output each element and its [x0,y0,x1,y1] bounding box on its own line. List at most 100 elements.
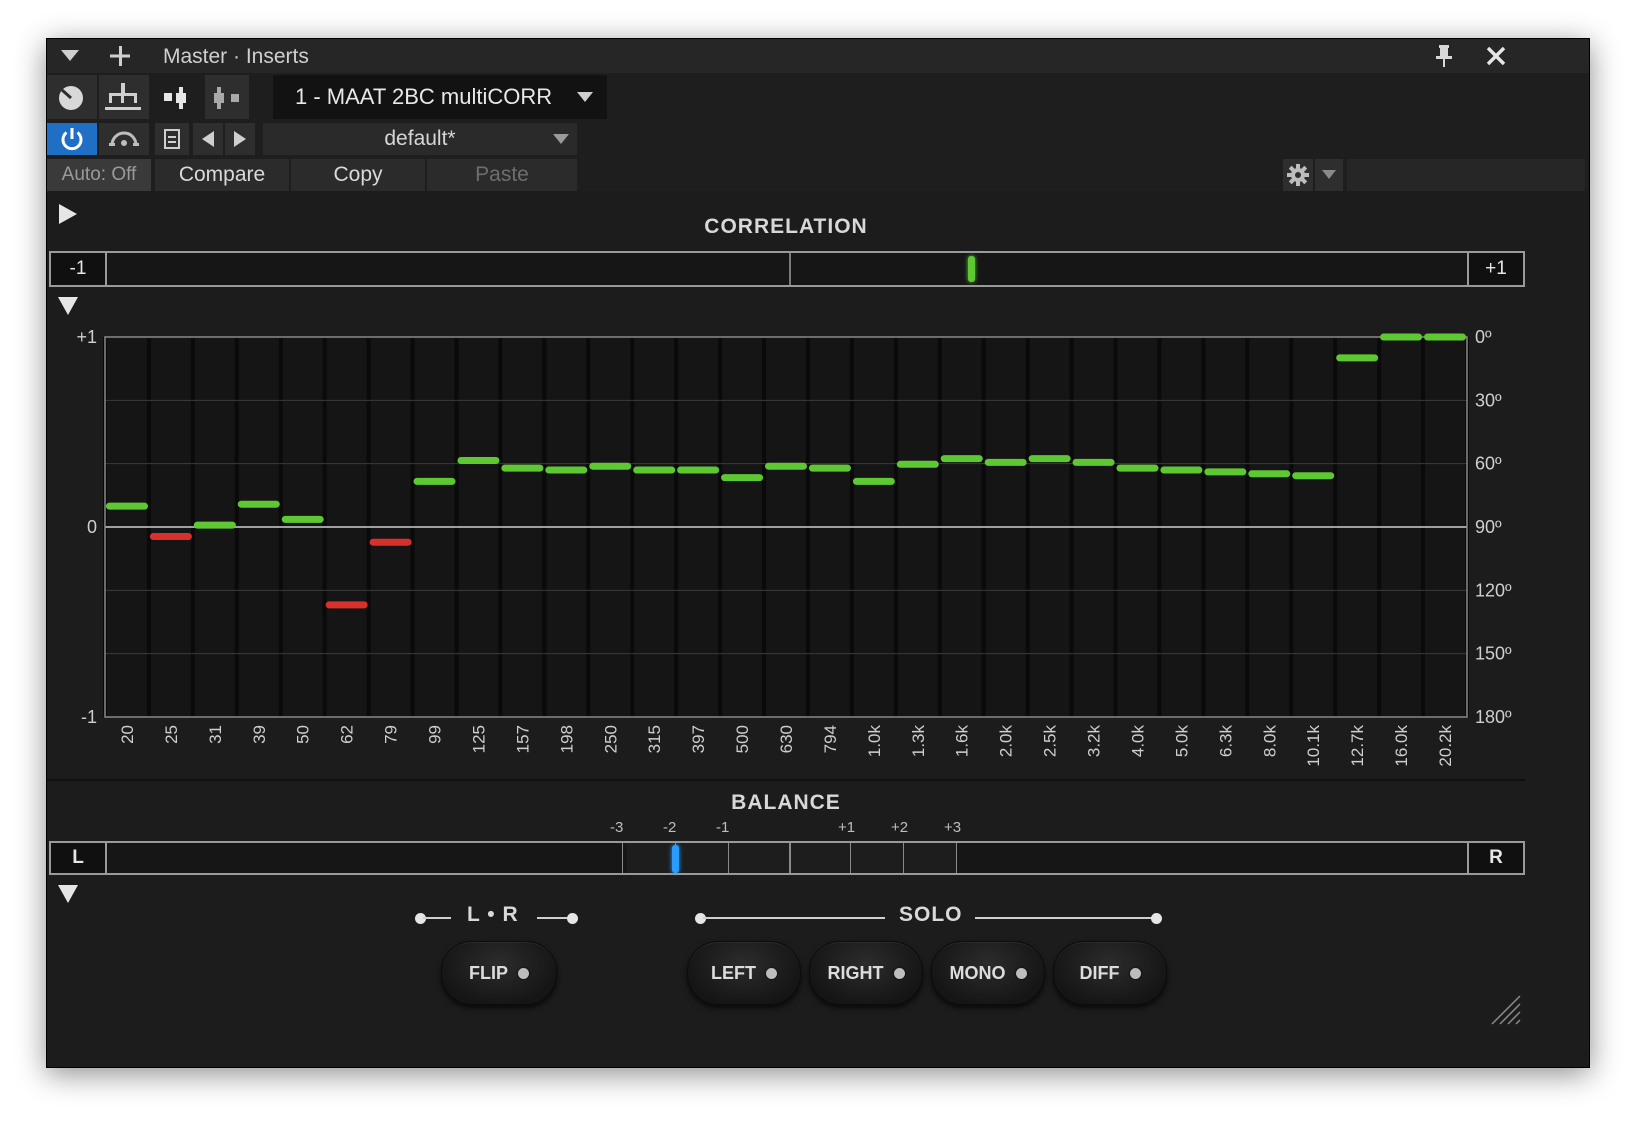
band-frequency-label: 8.0k [1260,725,1279,758]
preset-page-icon [164,129,180,149]
automation-curve-icon [109,131,139,146]
flip-button[interactable]: FLIP [441,941,557,1005]
solo-mono-button[interactable]: MONO [931,941,1045,1005]
balance-indicator [672,845,679,873]
solo-diff-led [1129,967,1141,979]
automation-off-button[interactable]: Auto: Off [47,159,151,191]
toolbar-spacer [1347,159,1585,191]
preset-next-button[interactable] [225,123,255,155]
lr-group-right-line [537,917,567,919]
window-title: Master · Inserts [163,45,309,68]
band-correlation-mark [369,538,412,546]
expand-play-icon[interactable] [57,203,79,225]
chart-frame [104,336,1468,718]
gear-icon [1287,164,1309,186]
balance-title: BALANCE [731,791,841,814]
solo-diff-button[interactable]: DIFF [1053,941,1167,1005]
solo-right-led [893,967,905,979]
compare-button[interactable]: Compare [155,159,289,191]
preset-menu-button[interactable] [155,123,189,155]
activate-knob-icon[interactable] [55,83,87,113]
copy-button[interactable]: Copy [291,159,425,191]
solo-mono-led [1015,967,1027,979]
arrow-right-icon [234,131,246,147]
balance-tick-line [850,843,851,873]
band-correlation-mark [237,500,280,508]
flip-label: FLIP [469,962,508,983]
band-correlation-mark [677,466,720,474]
correlation-max-label: +1 [1467,253,1523,285]
balance-tick-label: -2 [663,819,677,836]
band-frequency-label: 6.3k [1216,725,1235,758]
settings-chevron-icon [1322,170,1336,179]
band-frequency-label: 5.0k [1172,725,1191,758]
band-correlation-mark [1160,466,1203,474]
controls-collapse-icon[interactable] [57,883,79,905]
automation-mode-button[interactable] [99,123,149,155]
plugin-window: Master · Inserts 1 - MAAT 2BC multiCORR [46,38,1590,1068]
lr-group-label: L • R [467,903,519,926]
flip-led [518,967,529,979]
add-icon[interactable] [107,43,133,69]
settings-button[interactable] [1283,159,1313,191]
close-icon[interactable] [1483,43,1509,69]
insert-layout-icon[interactable] [159,81,197,115]
plugin-name: 1 - MAAT 2BC multiCORR [295,84,553,109]
chart-right-tick-label: 150º [1475,644,1512,664]
spectrum-collapse-icon[interactable] [57,295,79,317]
balance-tick-label: +1 [838,819,856,836]
band-frequency-label: 1.0k [865,725,884,758]
correlation-title: CORRELATION [704,215,868,238]
band-frequency-label: 16.0k [1392,725,1411,767]
plugin-panel: CORRELATION -1 +1 0º 30º 60º 90º 120º 150º 180… [47,191,1589,1067]
band-frequency-label: 3.2k [1085,725,1104,758]
balance-tick-label: +2 [891,819,909,836]
band-frequency-label: 62 [338,725,357,744]
sidechain-layout-icon[interactable] [207,81,247,115]
band-correlation-mark [589,462,632,470]
paste-button[interactable]: Paste [427,159,577,191]
routing-icon[interactable] [103,81,143,115]
band-frequency-label: 25 [162,725,181,744]
resize-grip-icon[interactable] [1487,991,1523,1027]
band-correlation-mark [281,515,324,523]
band-correlation-mark [457,457,500,464]
solo-group-right-line [975,917,1155,919]
band-frequency-label: 1.3k [909,725,928,758]
power-button[interactable] [47,123,97,155]
solo-right-button[interactable]: RIGHT [809,941,923,1005]
band-frequency-label: 198 [557,725,576,753]
chart-right-tick-label: 90º [1475,517,1502,537]
band-frequency-label: 794 [821,725,840,753]
band-correlation-mark [105,502,148,510]
band-correlation-mark [545,466,588,474]
band-correlation-mark [633,466,676,474]
pin-icon[interactable] [1431,43,1457,69]
band-frequency-label: 500 [733,725,752,753]
preset-selector[interactable]: default* [263,123,577,155]
arrow-left-icon [202,131,214,147]
plugin-selector[interactable]: 1 - MAAT 2BC multiCORR [273,75,607,119]
lr-group-left-line [423,917,451,919]
chart-left-tick-label: -1 [81,707,97,727]
band-frequency-label: 10.1k [1304,725,1323,767]
solo-diff-label: DIFF [1079,962,1120,983]
solo-left-button[interactable]: LEFT [687,941,801,1005]
multiband-correlation-chart: 0º 30º 60º 90º 120º 150º 180º +1 0 -1 20 25 31 39 50 62… [76,327,1512,767]
settings-dropdown-button[interactable] [1315,159,1343,191]
band-frequency-label: 99 [426,725,445,744]
band-correlation-mark [984,458,1027,466]
band-frequency-label: 20.2k [1436,725,1455,767]
solo-left-led [766,967,777,979]
plugin-dropdown-chevron-icon [577,92,593,102]
balance-meter: L R [49,841,1525,875]
band-frequency-label: 50 [294,725,313,744]
band-frequency-label: 157 [513,725,532,753]
band-correlation-mark [852,477,895,485]
band-correlation-mark [1072,458,1115,466]
solo-mono-label: MONO [949,962,1006,983]
band-frequency-label: 125 [469,725,488,753]
solo-right-label: RIGHT [827,962,884,983]
preset-prev-button[interactable] [193,123,223,155]
collapse-chevron-icon[interactable] [57,43,83,69]
